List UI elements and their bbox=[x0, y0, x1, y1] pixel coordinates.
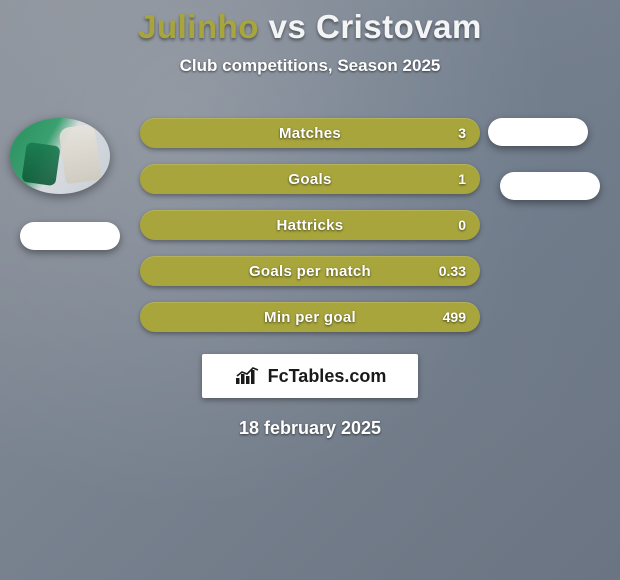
player1-avatar bbox=[10, 118, 110, 194]
stat-row: Matches3 bbox=[140, 118, 480, 148]
logo-text: FcTables.com bbox=[268, 366, 387, 387]
infographic-container: Julinho vs Cristovam Club competitions, … bbox=[0, 0, 620, 439]
stat-value: 0 bbox=[458, 210, 466, 240]
stat-value: 3 bbox=[458, 118, 466, 148]
stat-row: Goals1 bbox=[140, 164, 480, 194]
vs-separator: vs bbox=[259, 8, 316, 45]
bar-chart-icon bbox=[234, 366, 260, 386]
stat-label: Matches bbox=[140, 118, 480, 148]
player1-badge bbox=[20, 222, 120, 250]
stat-label: Goals per match bbox=[140, 256, 480, 286]
page-title: Julinho vs Cristovam bbox=[0, 8, 620, 46]
stat-row: Min per goal499 bbox=[140, 302, 480, 332]
player2-badge-1 bbox=[488, 118, 588, 146]
subtitle: Club competitions, Season 2025 bbox=[0, 56, 620, 76]
stat-label: Hattricks bbox=[140, 210, 480, 240]
stat-label: Min per goal bbox=[140, 302, 480, 332]
stat-rows: Matches3Goals1Hattricks0Goals per match0… bbox=[140, 118, 480, 348]
stat-row: Hattricks0 bbox=[140, 210, 480, 240]
player2-name: Cristovam bbox=[316, 8, 482, 45]
date-label: 18 february 2025 bbox=[0, 418, 620, 439]
player1-name: Julinho bbox=[138, 8, 259, 45]
stat-label: Goals bbox=[140, 164, 480, 194]
player2-badge-2 bbox=[500, 172, 600, 200]
logo-box: FcTables.com bbox=[202, 354, 418, 398]
stat-value: 0.33 bbox=[439, 256, 466, 286]
comparison-area: Matches3Goals1Hattricks0Goals per match0… bbox=[0, 104, 620, 344]
stat-value: 499 bbox=[443, 302, 466, 332]
stat-value: 1 bbox=[458, 164, 466, 194]
stat-row: Goals per match0.33 bbox=[140, 256, 480, 286]
